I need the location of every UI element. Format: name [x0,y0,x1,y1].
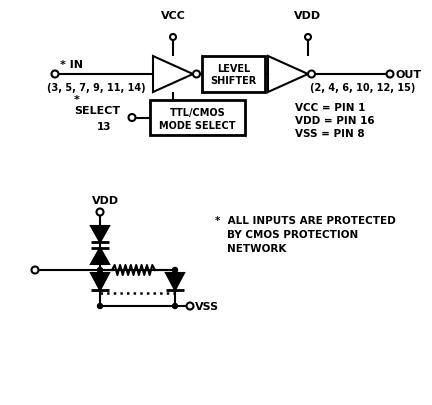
Text: TTL/CMOS: TTL/CMOS [170,108,226,118]
Polygon shape [91,273,109,290]
Text: VDD: VDD [92,196,119,205]
Text: 13: 13 [97,122,111,132]
Text: VCC: VCC [161,11,185,21]
Text: (2, 4, 6, 10, 12, 15): (2, 4, 6, 10, 12, 15) [310,83,416,93]
Circle shape [172,268,178,273]
Text: LEVEL: LEVEL [217,64,250,74]
Text: (3, 5, 7, 9, 11, 14): (3, 5, 7, 9, 11, 14) [47,83,146,93]
Circle shape [98,304,102,309]
Circle shape [387,71,394,78]
Text: OUT: OUT [396,70,422,80]
Text: * IN: * IN [60,60,83,70]
Polygon shape [268,57,308,93]
Text: MODE SELECT: MODE SELECT [159,121,236,131]
Text: *: * [74,95,80,105]
Circle shape [172,304,178,309]
Polygon shape [153,57,193,93]
Circle shape [32,267,38,274]
Circle shape [170,35,176,41]
Polygon shape [166,273,184,290]
Text: BY CMOS PROTECTION: BY CMOS PROTECTION [227,230,358,239]
Circle shape [193,71,200,78]
Circle shape [187,303,194,310]
Polygon shape [91,226,109,243]
Circle shape [305,35,311,41]
Text: VCC = PIN 1: VCC = PIN 1 [295,103,365,113]
Circle shape [98,268,102,273]
Bar [202,57,265,93]
Bar [150,101,245,136]
Text: SHIFTER: SHIFTER [210,76,257,86]
Text: VSS: VSS [195,301,219,311]
Text: SELECT: SELECT [74,106,120,116]
Circle shape [128,115,136,122]
Text: *  ALL INPUTS ARE PROTECTED: * ALL INPUTS ARE PROTECTED [215,215,396,226]
Circle shape [51,71,58,78]
Text: VDD: VDD [295,11,321,21]
Polygon shape [91,248,109,264]
Text: VDD = PIN 16: VDD = PIN 16 [295,116,375,126]
Text: NETWORK: NETWORK [227,243,286,254]
Text: VSS = PIN 8: VSS = PIN 8 [295,129,365,139]
Circle shape [308,71,315,78]
Circle shape [96,209,104,216]
